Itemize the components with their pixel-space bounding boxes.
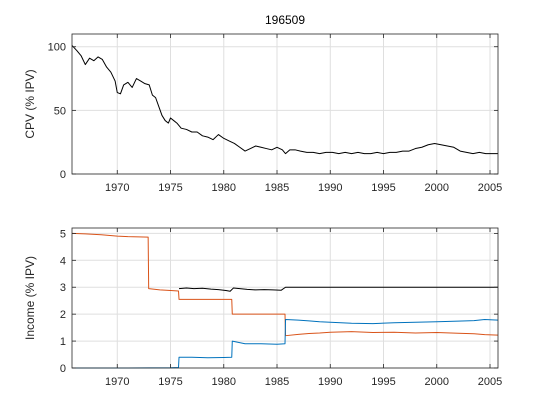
cpv-x-tick-label: 1985	[265, 182, 289, 194]
cpv-x-tick-label: 1990	[318, 182, 342, 194]
cpv-plot-area	[72, 34, 498, 174]
cpv-x-tick-label: 1980	[212, 182, 236, 194]
income-x-tick-label: 1970	[105, 376, 129, 388]
cpv-y-tick-label: 50	[54, 105, 66, 117]
cpv-x-tick-label: 2005	[478, 182, 502, 194]
income-x-tick-label: 2005	[478, 376, 502, 388]
cpv-chart-title: 196509	[265, 13, 305, 27]
income-y-tick-label: 0	[60, 363, 66, 375]
income-x-tick-label: 1985	[265, 376, 289, 388]
income-axes-frame	[71, 227, 499, 369]
income-y-axis-label: Income (% IPV)	[23, 256, 37, 340]
income-y-tick-label: 1	[60, 336, 66, 348]
income-plot-area	[72, 228, 498, 368]
cpv-x-tick-label: 1975	[158, 182, 182, 194]
income-y-tick-label: 4	[60, 255, 66, 267]
income-chart-panel: 1970 1975 1980 1985 1990 1995 2000 2005 0 1 2 3 4 5 In…	[23, 227, 502, 388]
cpv-y-axis-label: CPV (% IPV)	[23, 69, 37, 138]
income-x-tick-label: 1990	[318, 376, 342, 388]
income-y-tick-label: 5	[60, 228, 66, 240]
cpv-series-line-1	[71, 45, 498, 155]
income-series-line-2	[71, 232, 499, 337]
income-series-line-1	[178, 286, 498, 292]
cpv-x-tick-label: 1970	[105, 182, 129, 194]
cpv-x-tick-label: 1995	[371, 182, 395, 194]
income-y-tick-label: 3	[60, 282, 66, 294]
cpv-x-tick-label: 2000	[425, 182, 449, 194]
income-y-tick-label: 2	[60, 309, 66, 321]
income-x-tick-label: 2000	[425, 376, 449, 388]
income-x-tick-label: 1980	[212, 376, 236, 388]
cpv-chart-panel: 1970 1975 1980 1985 1990 1995 2000 2005 0 50 100 19…	[23, 13, 502, 194]
cpv-y-tick-label: 100	[48, 42, 66, 54]
cpv-axes-frame	[71, 33, 499, 175]
income-x-tick-label: 1975	[158, 376, 182, 388]
income-series-line-3	[72, 319, 499, 369]
income-x-tick-label: 1995	[371, 376, 395, 388]
cpv-y-tick-label: 0	[60, 169, 66, 181]
